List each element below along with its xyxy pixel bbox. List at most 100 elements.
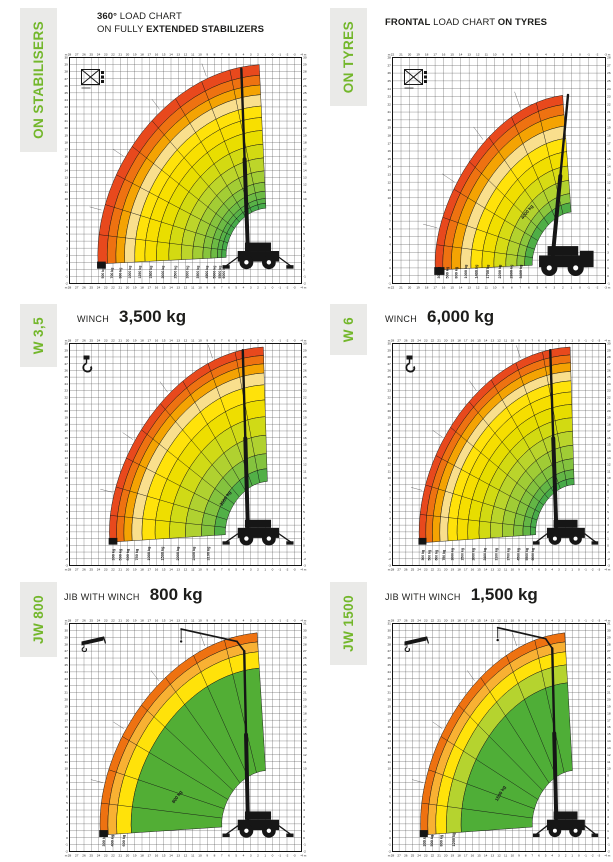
svg-text:11: 11 — [607, 760, 610, 764]
svg-text:19: 19 — [303, 705, 307, 709]
sidebar-label-text: JW 800 — [31, 595, 46, 644]
svg-text:21: 21 — [607, 402, 611, 406]
machine-silhouette — [222, 67, 294, 270]
svg-text:12: 12 — [184, 854, 188, 858]
svg-text:2: 2 — [257, 339, 259, 343]
svg-text:10: 10 — [511, 339, 515, 343]
svg-text:10: 10 — [198, 339, 202, 343]
svg-text:7: 7 — [607, 496, 609, 500]
svg-text:9: 9 — [66, 774, 68, 778]
svg-text:11: 11 — [504, 339, 507, 343]
svg-text:24: 24 — [387, 670, 391, 674]
svg-text:0: 0 — [579, 53, 581, 57]
svg-text:1200 kg: 1200 kg — [452, 832, 456, 847]
svg-text:23: 23 — [424, 568, 428, 572]
svg-text:31: 31 — [303, 622, 307, 626]
svg-text:25: 25 — [387, 375, 391, 379]
svg-text:25: 25 — [303, 663, 307, 667]
svg-text:20: 20 — [126, 53, 130, 57]
svg-text:3000 kg: 3000 kg — [185, 266, 189, 279]
svg-text:2: 2 — [607, 530, 609, 534]
svg-text:17: 17 — [148, 286, 152, 290]
svg-text:1: 1 — [303, 829, 305, 833]
svg-text:4: 4 — [243, 568, 245, 572]
svg-text:28: 28 — [387, 355, 391, 359]
svg-text:m: m — [608, 568, 611, 572]
title-segment: WINCH — [77, 314, 109, 324]
svg-text:22: 22 — [64, 395, 68, 399]
svg-text:12: 12 — [184, 53, 188, 57]
svg-text:8: 8 — [214, 568, 216, 572]
svg-text:3: 3 — [389, 250, 391, 254]
svg-text:27: 27 — [75, 619, 79, 623]
svg-text:-1: -1 — [278, 619, 281, 623]
svg-text:2: 2 — [389, 822, 391, 826]
svg-text:-4: -4 — [604, 619, 607, 623]
svg-text:24: 24 — [607, 670, 611, 674]
svg-text:4: 4 — [389, 808, 391, 812]
svg-text:12: 12 — [303, 463, 307, 467]
svg-text:7: 7 — [389, 496, 391, 500]
svg-text:0: 0 — [272, 339, 274, 343]
svg-text:7: 7 — [303, 787, 305, 791]
svg-text:13: 13 — [467, 286, 471, 290]
svg-text:12: 12 — [497, 568, 501, 572]
svg-text:7: 7 — [607, 787, 609, 791]
svg-text:16: 16 — [607, 436, 611, 440]
svg-text:15: 15 — [64, 443, 68, 447]
svg-text:-1: -1 — [278, 53, 281, 57]
svg-text:7: 7 — [519, 286, 521, 290]
svg-text:-2: -2 — [591, 619, 594, 623]
svg-text:6: 6 — [389, 794, 391, 798]
svg-text:0: 0 — [578, 619, 580, 623]
svg-text:21: 21 — [303, 119, 307, 123]
svg-text:-2: -2 — [286, 339, 289, 343]
sidebar-label-jw800: JW 800 — [20, 582, 57, 657]
svg-text:16: 16 — [387, 725, 391, 729]
svg-text:26: 26 — [404, 568, 408, 572]
svg-text:3: 3 — [303, 246, 305, 250]
svg-text:23: 23 — [607, 389, 611, 393]
svg-text:18: 18 — [303, 140, 307, 144]
svg-text:7: 7 — [531, 339, 533, 343]
svg-text:0: 0 — [607, 543, 609, 547]
svg-text:11: 11 — [65, 469, 68, 473]
svg-text:1: 1 — [571, 619, 573, 623]
svg-text:0: 0 — [607, 274, 609, 278]
svg-text:24: 24 — [97, 619, 101, 623]
svg-text:18: 18 — [457, 854, 461, 858]
svg-text:25: 25 — [411, 854, 415, 858]
svg-text:7: 7 — [221, 53, 223, 57]
svg-text:14: 14 — [607, 739, 611, 743]
svg-text:26: 26 — [82, 286, 86, 290]
svg-text:11: 11 — [191, 53, 194, 57]
svg-text:-2: -2 — [596, 53, 599, 57]
svg-text:10: 10 — [303, 767, 307, 771]
svg-text:2200 kg: 2200 kg — [498, 264, 502, 279]
svg-text:0: 0 — [272, 53, 274, 57]
svg-text:15: 15 — [162, 854, 166, 858]
svg-text:24: 24 — [97, 339, 101, 343]
svg-text:1: 1 — [303, 260, 305, 264]
svg-text:9: 9 — [518, 854, 520, 858]
svg-text:28: 28 — [391, 339, 395, 343]
svg-text:m: m — [388, 619, 391, 623]
title-segment: ON TYRES — [497, 17, 548, 28]
svg-text:5: 5 — [389, 510, 391, 514]
svg-text:500 kg: 500 kg — [430, 834, 434, 847]
svg-text:10: 10 — [511, 568, 515, 572]
svg-text:12: 12 — [64, 753, 68, 757]
svg-text:19: 19 — [451, 854, 455, 858]
svg-text:21: 21 — [119, 286, 123, 290]
svg-text:16: 16 — [155, 339, 159, 343]
svg-text:17: 17 — [148, 568, 152, 572]
svg-text:1: 1 — [571, 854, 573, 858]
svg-text:-3: -3 — [388, 564, 391, 568]
svg-text:14: 14 — [303, 739, 307, 743]
svg-text:13: 13 — [607, 746, 611, 750]
svg-text:-2: -2 — [286, 53, 289, 57]
svg-text:30: 30 — [387, 629, 391, 633]
svg-text:6: 6 — [538, 854, 540, 858]
svg-text:0: 0 — [389, 543, 391, 547]
svg-text:-3: -3 — [293, 286, 296, 290]
